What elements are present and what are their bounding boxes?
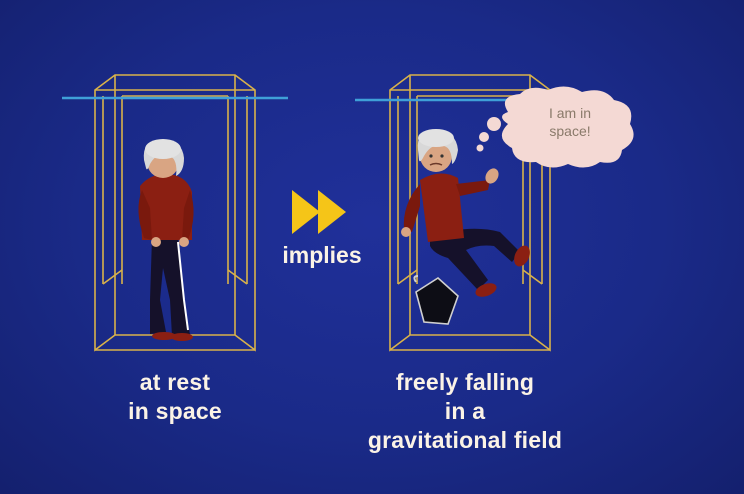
caption-line: in a xyxy=(444,398,486,424)
caption-line: gravitational field xyxy=(367,427,563,453)
left-elevator xyxy=(94,74,256,352)
floating-weight-icon xyxy=(413,275,459,325)
standing-person xyxy=(138,139,194,341)
thought-bubble-text: I am in space! xyxy=(520,104,620,140)
right-caption: freely falling in a gravitational field xyxy=(330,368,600,455)
left-caption: at rest in space xyxy=(60,368,290,426)
floating-person xyxy=(401,129,530,297)
fast-forward-arrow-icon xyxy=(292,190,346,234)
implies-label: implies xyxy=(282,242,362,268)
thought-bubble-line: I am in xyxy=(548,105,591,121)
thought-bubble-line: space! xyxy=(549,123,591,139)
caption-line: at rest xyxy=(139,369,211,395)
caption-line: freely falling xyxy=(395,369,535,395)
thought-bubble xyxy=(476,86,634,168)
caption-line: in space xyxy=(128,398,222,424)
